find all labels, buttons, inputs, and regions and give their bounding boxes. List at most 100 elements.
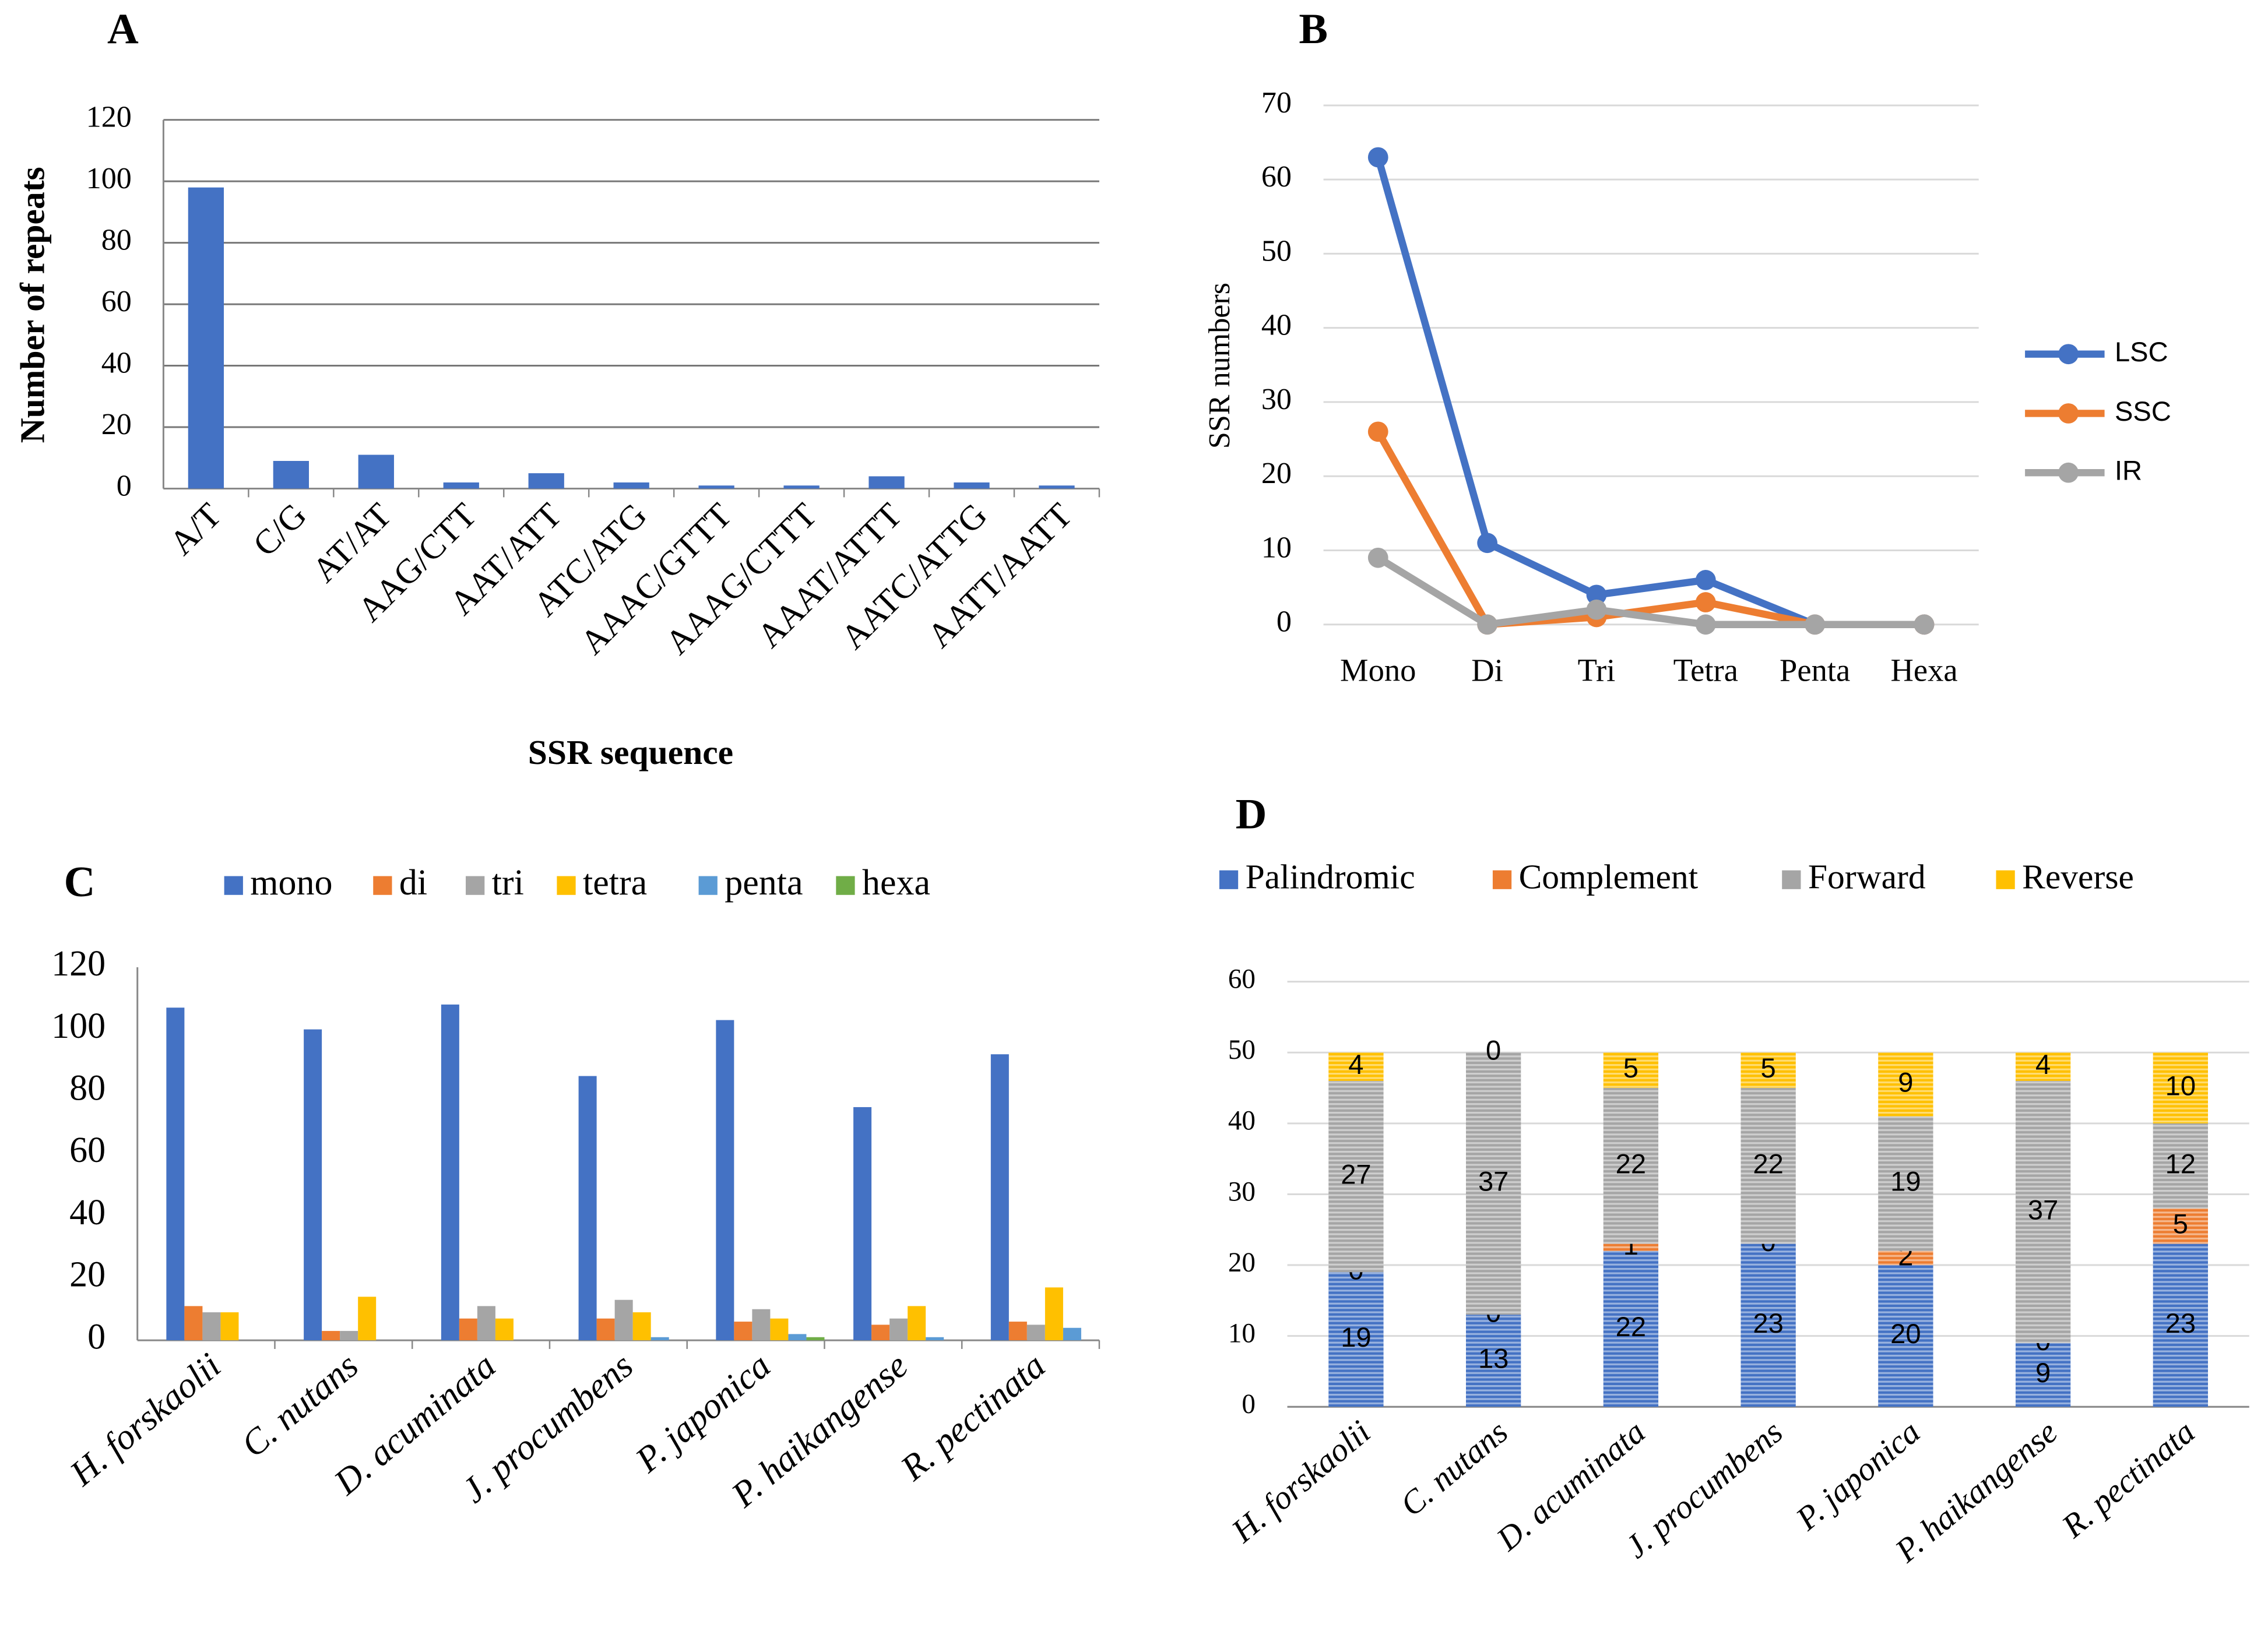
x-tick-label: A/T — [162, 495, 228, 562]
bar — [650, 1337, 669, 1341]
x-tick-label: H. forskaolii — [62, 1345, 228, 1493]
bar — [188, 187, 224, 489]
bar-texture — [1328, 1272, 1384, 1407]
y-tick-label: 120 — [51, 944, 106, 984]
bar — [596, 1318, 615, 1341]
bar — [632, 1312, 651, 1341]
x-tick-label: C. nutans — [234, 1345, 365, 1465]
legend-marker — [2058, 344, 2079, 365]
marker — [1914, 614, 1935, 635]
bar — [304, 1029, 322, 1341]
bar — [614, 1299, 633, 1341]
legend-swatch — [224, 876, 243, 895]
y-tick-label: 40 — [1261, 309, 1292, 342]
x-tick-label: Tetra — [1673, 653, 1738, 688]
bar — [166, 1008, 185, 1341]
bar-texture — [2153, 1052, 2209, 1123]
marker — [1367, 147, 1388, 168]
y-tick-label: 10 — [1228, 1318, 1256, 1348]
x-tick-label: Di — [1471, 653, 1503, 688]
marker — [1586, 599, 1607, 620]
data-label: 22 — [1616, 1311, 1646, 1342]
data-label: 9 — [2035, 1357, 2051, 1388]
bar — [954, 482, 990, 489]
bar — [783, 485, 820, 489]
data-label: 12 — [2165, 1148, 2196, 1179]
bar — [1063, 1327, 1081, 1341]
bar-texture — [2015, 1080, 2071, 1343]
legend-swatch — [1492, 870, 1512, 889]
legend-swatch — [698, 876, 718, 895]
y-tick-label: 0 — [1277, 605, 1292, 639]
data-label: 5 — [2173, 1209, 2188, 1239]
legend-label: Forward — [1808, 858, 1926, 896]
bar-texture — [2153, 1123, 2209, 1209]
data-label: 10 — [2165, 1070, 2196, 1101]
y-tick-label: 20 — [1261, 457, 1292, 490]
bar — [908, 1306, 926, 1341]
bar-texture — [2153, 1244, 2209, 1407]
bar — [443, 482, 479, 489]
marker — [1367, 547, 1388, 568]
bar-texture — [1328, 1080, 1384, 1273]
bar — [441, 1004, 459, 1341]
bar-texture — [1603, 1250, 1659, 1407]
y-tick-label: 80 — [69, 1068, 106, 1108]
bar-texture — [1466, 1052, 1521, 1315]
y-tick-label: 60 — [1261, 160, 1292, 193]
bar-texture — [2015, 1343, 2071, 1407]
y-axis-label: SSR numbers — [1203, 283, 1236, 449]
x-tick-label: C. nutans — [1394, 1414, 1515, 1524]
legend-label: Palindromic — [1246, 858, 1415, 896]
bar — [495, 1318, 514, 1341]
y-tick-label: 60 — [69, 1130, 106, 1170]
panel-label: B — [1299, 5, 1328, 53]
bar — [698, 485, 734, 489]
bar — [734, 1322, 753, 1341]
y-tick-label: 40 — [101, 347, 132, 380]
bar — [752, 1309, 771, 1341]
data-label: 19 — [1341, 1322, 1371, 1352]
panel-label: C — [64, 858, 96, 906]
data-label: 4 — [1348, 1049, 1363, 1080]
legend-label: SSC — [2115, 396, 2171, 427]
y-tick-label: 30 — [1261, 383, 1292, 416]
data-label: 37 — [1478, 1166, 1509, 1197]
x-tick-label: C/G — [245, 495, 314, 563]
marker — [1367, 421, 1388, 442]
bar-texture — [1740, 1052, 1796, 1089]
bar — [1026, 1325, 1045, 1341]
bar — [1039, 485, 1075, 489]
data-label: 5 — [1623, 1052, 1638, 1083]
bar-texture — [1740, 1244, 1796, 1407]
x-tick-label: R. pectinata — [893, 1345, 1053, 1488]
data-label: 22 — [1753, 1148, 1783, 1179]
bar-texture — [2153, 1208, 2209, 1244]
bar-texture — [1878, 1265, 1933, 1407]
y-tick-label: 40 — [1228, 1106, 1256, 1136]
data-label: 22 — [1616, 1148, 1646, 1179]
y-tick-label: 30 — [1228, 1176, 1256, 1207]
legend-label: tri — [492, 863, 524, 903]
legend-label: LSC — [2115, 336, 2168, 367]
bar — [273, 461, 309, 489]
legend-marker — [2058, 403, 2079, 424]
y-tick-label: 120 — [86, 101, 132, 134]
line — [1376, 554, 1925, 628]
marker — [1695, 614, 1716, 635]
y-tick-label: 10 — [1261, 531, 1292, 564]
bar — [871, 1325, 890, 1341]
panel-label: D — [1236, 790, 1267, 838]
bar — [613, 482, 649, 489]
marker — [1805, 614, 1826, 635]
bar — [358, 1297, 377, 1341]
bar — [770, 1318, 789, 1341]
data-label: 13 — [1478, 1343, 1509, 1374]
x-axis-label: SSR sequence — [528, 733, 733, 772]
data-label: 4 — [2035, 1049, 2051, 1080]
x-tick-label: P. japonica — [1789, 1414, 1927, 1538]
legend-swatch — [1219, 870, 1239, 889]
y-tick-label: 0 — [87, 1317, 106, 1357]
marker — [1586, 584, 1607, 605]
